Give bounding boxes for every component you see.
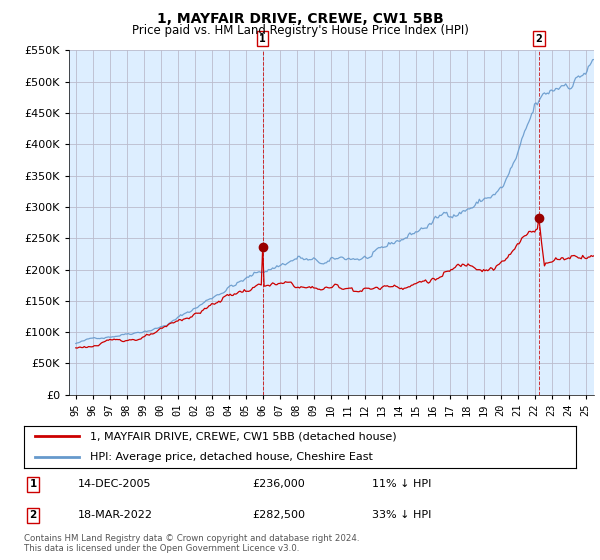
Text: 2: 2 <box>29 510 37 520</box>
Text: HPI: Average price, detached house, Cheshire East: HPI: Average price, detached house, Ches… <box>90 452 373 462</box>
Text: 18-MAR-2022: 18-MAR-2022 <box>78 510 153 520</box>
Text: 1, MAYFAIR DRIVE, CREWE, CW1 5BB: 1, MAYFAIR DRIVE, CREWE, CW1 5BB <box>157 12 443 26</box>
Text: 2: 2 <box>535 34 542 44</box>
Text: 1: 1 <box>259 34 266 44</box>
Text: Contains HM Land Registry data © Crown copyright and database right 2024.
This d: Contains HM Land Registry data © Crown c… <box>24 534 359 553</box>
Text: £282,500: £282,500 <box>252 510 305 520</box>
Text: 33% ↓ HPI: 33% ↓ HPI <box>372 510 431 520</box>
Text: 1: 1 <box>29 479 37 489</box>
Text: Price paid vs. HM Land Registry's House Price Index (HPI): Price paid vs. HM Land Registry's House … <box>131 24 469 37</box>
Text: £236,000: £236,000 <box>252 479 305 489</box>
Text: 14-DEC-2005: 14-DEC-2005 <box>78 479 151 489</box>
Text: 1, MAYFAIR DRIVE, CREWE, CW1 5BB (detached house): 1, MAYFAIR DRIVE, CREWE, CW1 5BB (detach… <box>90 431 397 441</box>
Text: 11% ↓ HPI: 11% ↓ HPI <box>372 479 431 489</box>
